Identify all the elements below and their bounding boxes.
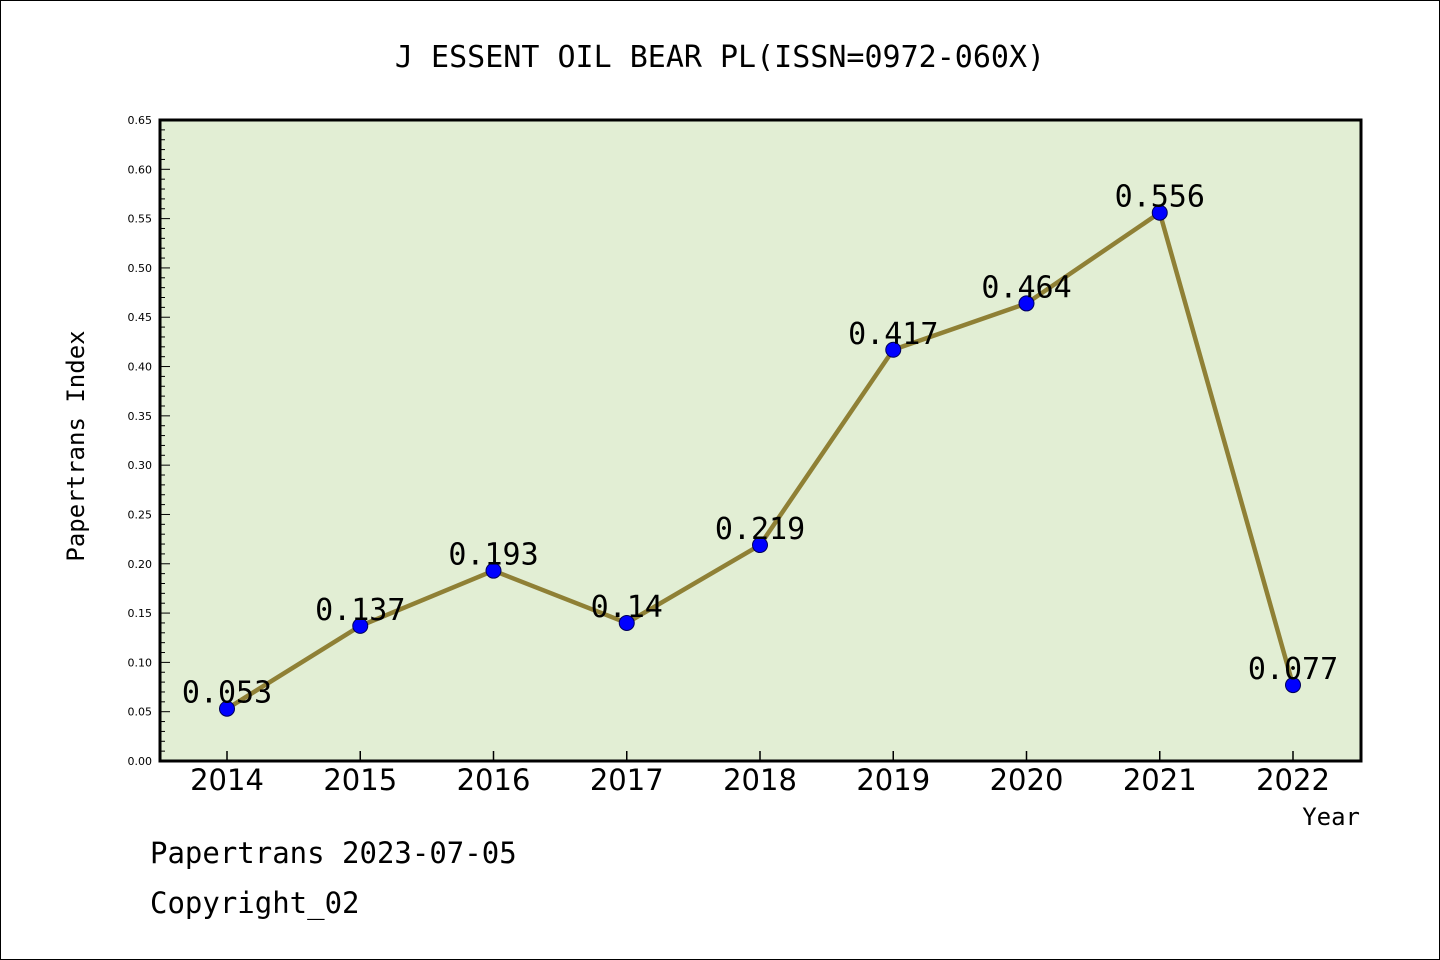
data-label: 0.077 [1248, 652, 1338, 687]
y-tick-label: 0.50 [128, 262, 153, 275]
data-label: 0.193 [448, 538, 538, 573]
y-tick-label: 0.35 [128, 410, 153, 423]
y-tick-label: 0.65 [128, 114, 153, 127]
data-point [352, 617, 369, 634]
data-label: 0.417 [848, 317, 938, 352]
data-points [219, 204, 1301, 717]
data-label: 0.464 [981, 270, 1071, 305]
x-tick-label: 2019 [856, 763, 930, 797]
y-tick-label: 0.15 [128, 607, 153, 620]
data-label: 0.556 [1115, 180, 1205, 215]
data-point [219, 700, 235, 717]
x-tick-label: 2015 [323, 763, 397, 797]
plot-area [160, 120, 1361, 761]
x-tick-label: 2021 [1123, 763, 1197, 797]
chart-title: J ESSENT OIL BEAR PL(ISSN=0972-060X) [395, 40, 1045, 75]
data-label: 0.14 [591, 590, 663, 625]
data-label: 0.137 [315, 593, 405, 628]
data-point [485, 562, 502, 579]
data-point [1285, 677, 1301, 694]
x-tick-label: 2022 [1256, 763, 1330, 797]
y-tick-label: 0.45 [128, 311, 153, 324]
x-axis-label: Year [1302, 803, 1360, 831]
footer-copyright: Copyright_02 [150, 886, 360, 921]
y-tick-label: 0.55 [128, 213, 153, 226]
data-point [752, 537, 768, 554]
y-tick-label: 0.05 [128, 706, 153, 719]
data-point [1151, 204, 1168, 221]
y-tick-label: 0.10 [128, 656, 153, 669]
x-tick-label: 2020 [990, 763, 1064, 797]
y-tick-label: 0.40 [128, 361, 153, 374]
data-point [618, 614, 635, 631]
footer-date: Papertrans 2023-07-05 [150, 836, 517, 870]
y-tick-label: 0.25 [128, 508, 153, 521]
x-tick-label: 2014 [190, 763, 264, 797]
x-axis-tick-labels: 2014 2015 2016 2017 2018 2019 2020 2021 2022 [190, 763, 1330, 797]
data-point [1018, 295, 1035, 312]
y-tick-label: 0.20 [128, 558, 153, 571]
y-axis-label: Papertrans Index [62, 330, 90, 561]
y-tick-label: 0.60 [128, 163, 153, 176]
y-axis-tick-labels: 0.00 0.05 0.10 0.15 0.20 0.25 0.30 0.35 0.40 0.45… [128, 114, 153, 768]
plot-border [158, 118, 1363, 763]
data-label: 0.053 [182, 676, 272, 711]
x-tick-label: 2016 [457, 763, 531, 797]
data-point [885, 341, 902, 358]
y-tick-label: 0.00 [128, 755, 153, 768]
x-tick-label: 2018 [723, 763, 797, 797]
x-tick-label: 2017 [590, 763, 664, 797]
y-tick-label: 0.30 [128, 459, 153, 472]
x-axis-ticks [226, 751, 1294, 761]
data-labels: 0.053 0.137 0.193 0.14 0.219 0.417 0.464 0.556 0… [182, 180, 1338, 711]
data-label: 0.219 [715, 512, 805, 547]
